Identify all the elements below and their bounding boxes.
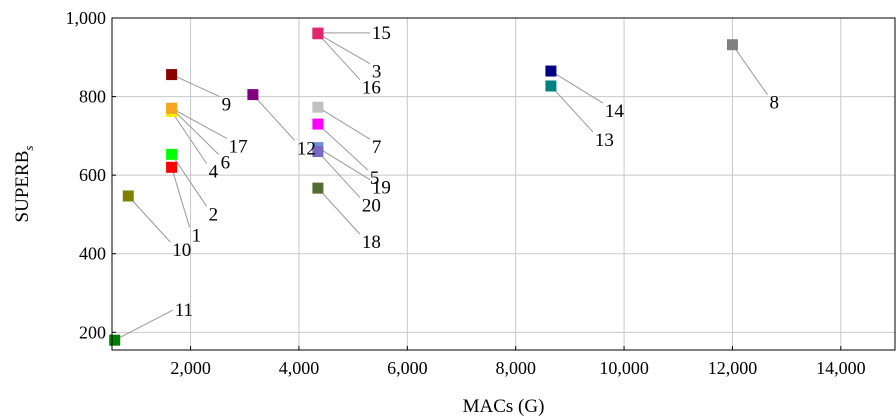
x-tick-label: 10,000 xyxy=(599,358,649,378)
leader-line xyxy=(317,151,361,198)
y-axis-label-subscript: s xyxy=(21,146,36,151)
x-tick-label: 6,000 xyxy=(387,358,428,378)
point-label: 20 xyxy=(362,196,381,217)
y-tick-label: 1,000 xyxy=(66,8,107,28)
x-tick-label: 8,000 xyxy=(495,358,536,378)
leader-line xyxy=(317,33,371,65)
leader-line xyxy=(317,187,361,235)
point-label: 13 xyxy=(595,130,614,151)
leader-line xyxy=(114,309,173,341)
x-tick-label: 4,000 xyxy=(279,358,320,378)
x-tick-label: 12,000 xyxy=(708,358,758,378)
leader-line xyxy=(550,85,594,133)
point-label: 10 xyxy=(172,240,191,261)
y-tick-label: 800 xyxy=(79,87,106,107)
point-label: 11 xyxy=(175,300,193,321)
point-marker xyxy=(312,182,324,194)
point-label: 15 xyxy=(372,23,391,44)
point-marker xyxy=(247,89,259,101)
point-label: 4 xyxy=(209,162,219,183)
point-marker xyxy=(122,190,134,202)
point-marker xyxy=(726,39,738,51)
point-label: 17 xyxy=(229,136,248,157)
plot-frame xyxy=(111,17,896,351)
y-axis-label: SUPERBs xyxy=(12,146,36,223)
point-label: 3 xyxy=(372,62,382,83)
leader-line xyxy=(171,108,219,155)
point-label: 9 xyxy=(222,95,232,116)
point-marker xyxy=(166,102,178,114)
x-axis-ticks: 2,000 4,000 6,000 8,000 10,000 12,000 14,000 xyxy=(170,346,866,378)
point-marker xyxy=(312,118,324,130)
point-marker xyxy=(545,80,557,92)
point-label: 12 xyxy=(297,139,316,160)
y-tick-label: 600 xyxy=(79,165,106,185)
leader-line xyxy=(317,33,361,81)
leader-line xyxy=(171,154,208,207)
point-label: 19 xyxy=(372,178,391,199)
x-axis-label: MACs (G) xyxy=(463,396,545,417)
y-axis-ticks: 200 400 600 800 1,000 xyxy=(66,8,116,342)
point-label: 16 xyxy=(362,78,381,99)
point-label: 5 xyxy=(370,168,380,189)
point-label: 1 xyxy=(192,225,202,246)
grid-lines xyxy=(112,17,895,350)
point-marker xyxy=(166,148,178,160)
data-points xyxy=(109,27,738,346)
point-marker xyxy=(545,65,557,77)
leader-line xyxy=(252,94,296,141)
point-label: 6 xyxy=(221,152,231,173)
leader-line xyxy=(171,107,227,139)
y-tick-label: 200 xyxy=(79,322,106,342)
label-leader-lines xyxy=(114,32,768,341)
y-axis-label-main: SUPERB xyxy=(12,151,33,223)
point-label: 18 xyxy=(362,232,381,253)
x-tick-label: 14,000 xyxy=(816,358,866,378)
y-tick-label: 400 xyxy=(79,244,106,264)
leader-line xyxy=(317,147,371,181)
point-label: 7 xyxy=(372,137,382,158)
point-label: 8 xyxy=(769,93,779,114)
point-marker xyxy=(312,101,324,113)
point-marker xyxy=(312,28,324,40)
point-label: 2 xyxy=(209,204,219,225)
leader-line xyxy=(317,106,371,140)
point-marker xyxy=(166,161,178,173)
leader-line xyxy=(317,123,369,171)
leader-line xyxy=(732,44,768,96)
point-label: 14 xyxy=(605,101,625,122)
leader-line xyxy=(171,74,220,98)
x-tick-label: 2,000 xyxy=(170,358,211,378)
leader-line xyxy=(171,111,208,164)
point-marker xyxy=(312,146,324,158)
leader-line xyxy=(171,167,191,228)
point-marker xyxy=(109,334,121,346)
leader-line xyxy=(127,195,171,243)
leader-line xyxy=(550,70,604,104)
point-marker xyxy=(166,69,178,81)
